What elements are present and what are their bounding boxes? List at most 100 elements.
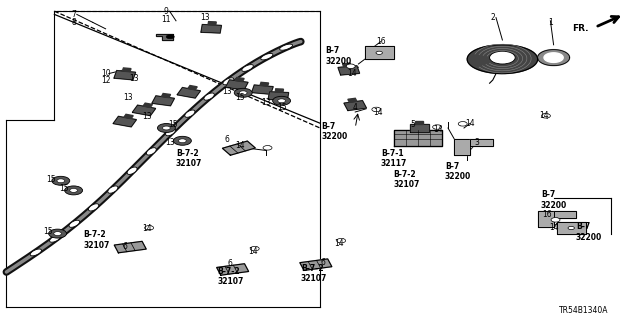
Ellipse shape bbox=[280, 44, 292, 50]
Polygon shape bbox=[122, 68, 131, 72]
Text: 13: 13 bbox=[200, 13, 210, 22]
Text: 13: 13 bbox=[222, 87, 232, 96]
Text: 6: 6 bbox=[321, 258, 326, 267]
Text: 15: 15 bbox=[276, 103, 287, 112]
Text: 12: 12 bbox=[101, 76, 110, 84]
Text: 6: 6 bbox=[228, 260, 233, 268]
Polygon shape bbox=[538, 211, 554, 227]
Text: 15: 15 bbox=[59, 184, 69, 193]
Text: B-7
32200: B-7 32200 bbox=[325, 46, 351, 66]
Polygon shape bbox=[538, 50, 570, 66]
Circle shape bbox=[346, 64, 355, 68]
Polygon shape bbox=[152, 96, 175, 106]
Circle shape bbox=[70, 188, 77, 192]
Ellipse shape bbox=[30, 249, 42, 256]
Polygon shape bbox=[124, 114, 133, 119]
Polygon shape bbox=[467, 45, 538, 74]
Ellipse shape bbox=[166, 128, 175, 136]
Circle shape bbox=[173, 136, 191, 145]
Ellipse shape bbox=[223, 78, 234, 85]
Polygon shape bbox=[201, 25, 221, 33]
Ellipse shape bbox=[242, 65, 253, 71]
Circle shape bbox=[163, 126, 170, 130]
Polygon shape bbox=[143, 103, 152, 108]
Text: B-7
32200: B-7 32200 bbox=[445, 162, 471, 181]
Polygon shape bbox=[235, 77, 244, 82]
Polygon shape bbox=[260, 82, 269, 86]
Polygon shape bbox=[275, 89, 284, 92]
Polygon shape bbox=[348, 98, 357, 102]
Text: 14: 14 bbox=[539, 111, 549, 120]
Text: 1: 1 bbox=[548, 18, 553, 27]
Polygon shape bbox=[454, 139, 470, 155]
Polygon shape bbox=[156, 34, 173, 40]
Circle shape bbox=[273, 96, 291, 105]
Polygon shape bbox=[544, 53, 563, 62]
Circle shape bbox=[145, 226, 154, 230]
Text: 10: 10 bbox=[100, 69, 111, 78]
Text: 15: 15 bbox=[46, 175, 56, 184]
Polygon shape bbox=[225, 80, 248, 90]
Text: 14: 14 bbox=[334, 239, 344, 248]
Ellipse shape bbox=[147, 148, 156, 155]
Ellipse shape bbox=[127, 167, 137, 174]
Polygon shape bbox=[342, 63, 351, 67]
Circle shape bbox=[166, 35, 174, 39]
Text: B-7
32200: B-7 32200 bbox=[541, 190, 567, 210]
Ellipse shape bbox=[108, 186, 118, 193]
Text: B-7
32200: B-7 32200 bbox=[321, 122, 348, 141]
Polygon shape bbox=[188, 85, 197, 90]
Text: 16: 16 bbox=[542, 210, 552, 219]
Circle shape bbox=[541, 114, 550, 118]
Text: 8: 8 bbox=[71, 18, 76, 27]
Text: B-7-2
32107: B-7-2 32107 bbox=[394, 170, 420, 189]
Text: 11: 11 bbox=[162, 15, 171, 24]
Text: 3: 3 bbox=[474, 138, 479, 147]
Text: 14: 14 bbox=[235, 141, 245, 150]
Text: 14: 14 bbox=[347, 69, 357, 78]
Text: 14: 14 bbox=[433, 125, 444, 134]
Circle shape bbox=[157, 124, 175, 132]
Polygon shape bbox=[132, 105, 156, 116]
Text: 14: 14 bbox=[548, 223, 559, 232]
Text: TR54B1340A: TR54B1340A bbox=[559, 306, 608, 315]
Polygon shape bbox=[115, 241, 146, 253]
Text: B-7-2
32107: B-7-2 32107 bbox=[218, 267, 244, 286]
Ellipse shape bbox=[88, 204, 99, 211]
Polygon shape bbox=[268, 92, 289, 100]
Text: 13: 13 bbox=[123, 93, 133, 102]
Text: B-7
32200: B-7 32200 bbox=[576, 222, 602, 242]
Circle shape bbox=[54, 232, 61, 236]
Circle shape bbox=[433, 125, 442, 129]
Polygon shape bbox=[557, 222, 586, 234]
Text: 13: 13 bbox=[142, 112, 152, 121]
Circle shape bbox=[337, 238, 346, 243]
Text: 6: 6 bbox=[225, 135, 230, 144]
Text: 4: 4 bbox=[353, 103, 358, 112]
Polygon shape bbox=[177, 88, 200, 98]
Circle shape bbox=[239, 91, 247, 95]
Ellipse shape bbox=[69, 220, 79, 227]
Text: 15: 15 bbox=[168, 120, 178, 129]
Polygon shape bbox=[223, 141, 255, 155]
Circle shape bbox=[372, 107, 381, 112]
Circle shape bbox=[179, 139, 186, 143]
Ellipse shape bbox=[260, 53, 273, 60]
Text: 16: 16 bbox=[376, 37, 386, 46]
Polygon shape bbox=[410, 124, 429, 132]
Polygon shape bbox=[217, 264, 248, 275]
Text: 13: 13 bbox=[164, 138, 175, 147]
Text: 14: 14 bbox=[142, 224, 152, 233]
Polygon shape bbox=[113, 116, 136, 127]
Text: B-7-2
32107: B-7-2 32107 bbox=[83, 230, 109, 250]
Text: 13: 13 bbox=[129, 74, 140, 83]
Text: 5: 5 bbox=[410, 120, 415, 129]
Circle shape bbox=[250, 246, 259, 251]
Circle shape bbox=[57, 179, 65, 183]
Text: 14: 14 bbox=[372, 108, 383, 116]
Polygon shape bbox=[344, 101, 367, 110]
Text: 6: 6 bbox=[122, 242, 127, 251]
Text: 15: 15 bbox=[43, 228, 53, 236]
Text: 14: 14 bbox=[248, 247, 258, 256]
Circle shape bbox=[52, 176, 70, 185]
